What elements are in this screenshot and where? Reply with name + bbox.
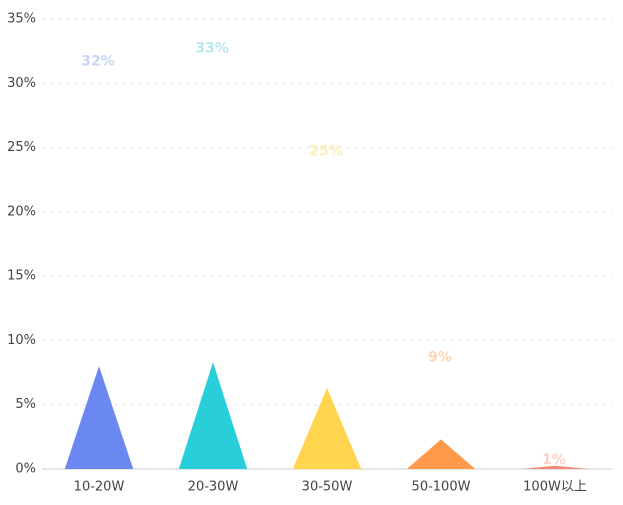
x-tick-label: 100W以上	[523, 480, 587, 495]
triangle-bar	[178, 362, 248, 469]
x-tick-label: 20-30W	[188, 480, 239, 495]
y-tick-label: 10%	[7, 333, 36, 348]
value-label: 33%	[195, 41, 229, 57]
value-label: 1%	[542, 452, 566, 468]
triangle-bar	[406, 439, 476, 469]
y-tick-label: 5%	[15, 397, 36, 412]
y-tick-label: 30%	[7, 76, 36, 91]
x-tick-label: 10-20W	[74, 480, 125, 495]
y-tick-label: 35%	[7, 12, 36, 27]
y-tick-label: 20%	[7, 204, 36, 219]
y-tick-label: 25%	[7, 140, 36, 155]
value-label: 25%	[309, 144, 343, 160]
value-label: 32%	[81, 54, 115, 70]
x-tick-label: 50-100W	[412, 480, 471, 495]
x-tick-label: 30-50W	[302, 480, 353, 495]
triangle-bar	[520, 465, 590, 469]
value-label: 9%	[428, 349, 452, 365]
y-tick-label: 0%	[15, 462, 36, 477]
y-tick-label: 15%	[7, 269, 36, 284]
triangle-bar	[292, 388, 362, 469]
triangle-bar	[64, 366, 134, 469]
